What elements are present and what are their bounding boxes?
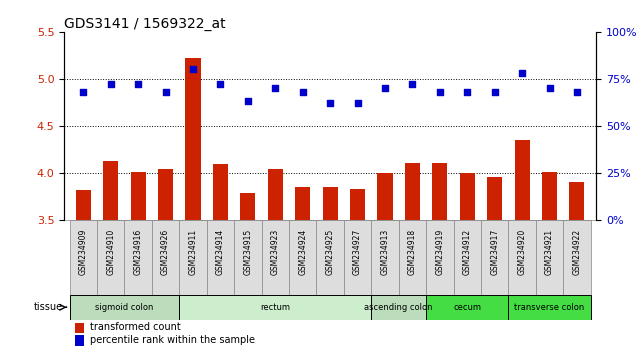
Point	[325, 101, 335, 106]
Text: GSM234916: GSM234916	[133, 229, 143, 275]
Text: GSM234909: GSM234909	[79, 229, 88, 275]
Bar	[322, 187, 338, 219]
Bar	[508, 295, 590, 320]
Point	[160, 89, 171, 95]
Text: cecum: cecum	[453, 303, 481, 312]
Bar	[262, 219, 289, 295]
Point	[490, 89, 500, 95]
Bar	[344, 219, 371, 295]
Bar	[158, 169, 173, 219]
Bar	[131, 172, 146, 219]
Text: GDS3141 / 1569322_at: GDS3141 / 1569322_at	[64, 17, 226, 31]
Bar	[371, 295, 426, 320]
Bar	[542, 172, 557, 219]
Bar	[487, 177, 502, 219]
Bar	[405, 163, 420, 219]
Text: GSM234926: GSM234926	[161, 229, 170, 275]
Text: GSM234912: GSM234912	[463, 229, 472, 275]
Bar	[536, 219, 563, 295]
Bar	[213, 164, 228, 219]
Bar	[179, 219, 206, 295]
Bar	[103, 161, 118, 219]
Bar	[240, 193, 255, 219]
Point	[572, 89, 582, 95]
Bar	[371, 219, 399, 295]
Bar	[179, 295, 371, 320]
Bar	[268, 169, 283, 219]
Text: percentile rank within the sample: percentile rank within the sample	[90, 335, 254, 345]
Bar	[124, 219, 152, 295]
Bar	[508, 219, 536, 295]
Point	[462, 89, 472, 95]
Text: transformed count: transformed count	[90, 322, 180, 332]
Text: GSM234921: GSM234921	[545, 229, 554, 275]
Point	[106, 82, 116, 87]
Bar	[460, 173, 475, 219]
Point	[133, 82, 144, 87]
Text: transverse colon: transverse colon	[514, 303, 585, 312]
Text: GSM234914: GSM234914	[216, 229, 225, 275]
Bar	[70, 295, 179, 320]
Point	[270, 85, 280, 91]
Bar	[563, 219, 590, 295]
Text: rectum: rectum	[260, 303, 290, 312]
Bar	[70, 219, 97, 295]
Text: GSM234911: GSM234911	[188, 229, 197, 275]
Text: GSM234920: GSM234920	[517, 229, 527, 275]
Point	[188, 67, 198, 72]
Bar	[317, 219, 344, 295]
Text: GSM234923: GSM234923	[271, 229, 279, 275]
Text: GSM234925: GSM234925	[326, 229, 335, 275]
Bar	[206, 219, 234, 295]
Bar	[399, 219, 426, 295]
Bar	[185, 58, 201, 219]
Bar	[75, 322, 85, 333]
Point	[243, 98, 253, 104]
Bar	[76, 190, 91, 219]
Point	[435, 89, 445, 95]
Bar	[295, 187, 310, 219]
Bar	[152, 219, 179, 295]
Text: GSM234927: GSM234927	[353, 229, 362, 275]
Point	[297, 89, 308, 95]
Bar	[454, 219, 481, 295]
Text: GSM234910: GSM234910	[106, 229, 115, 275]
Bar	[569, 182, 585, 219]
Text: GSM234918: GSM234918	[408, 229, 417, 275]
Bar	[432, 163, 447, 219]
Bar	[378, 173, 392, 219]
Text: GSM234917: GSM234917	[490, 229, 499, 275]
Text: GSM234919: GSM234919	[435, 229, 444, 275]
Bar	[426, 219, 454, 295]
Bar	[97, 219, 124, 295]
Point	[407, 82, 417, 87]
Point	[544, 85, 554, 91]
Point	[215, 82, 226, 87]
Bar	[350, 189, 365, 219]
Point	[353, 101, 363, 106]
Point	[78, 89, 88, 95]
Text: GSM234913: GSM234913	[381, 229, 390, 275]
Bar	[75, 335, 85, 346]
Point	[517, 70, 527, 76]
Bar	[234, 219, 262, 295]
Bar	[481, 219, 508, 295]
Bar	[515, 140, 529, 219]
Text: GSM234915: GSM234915	[244, 229, 253, 275]
Text: ascending colon: ascending colon	[365, 303, 433, 312]
Text: GSM234922: GSM234922	[572, 229, 581, 275]
Text: tissue: tissue	[33, 302, 63, 312]
Point	[380, 85, 390, 91]
Bar	[426, 295, 508, 320]
Bar	[289, 219, 317, 295]
Text: GSM234924: GSM234924	[298, 229, 307, 275]
Text: sigmoid colon: sigmoid colon	[96, 303, 154, 312]
